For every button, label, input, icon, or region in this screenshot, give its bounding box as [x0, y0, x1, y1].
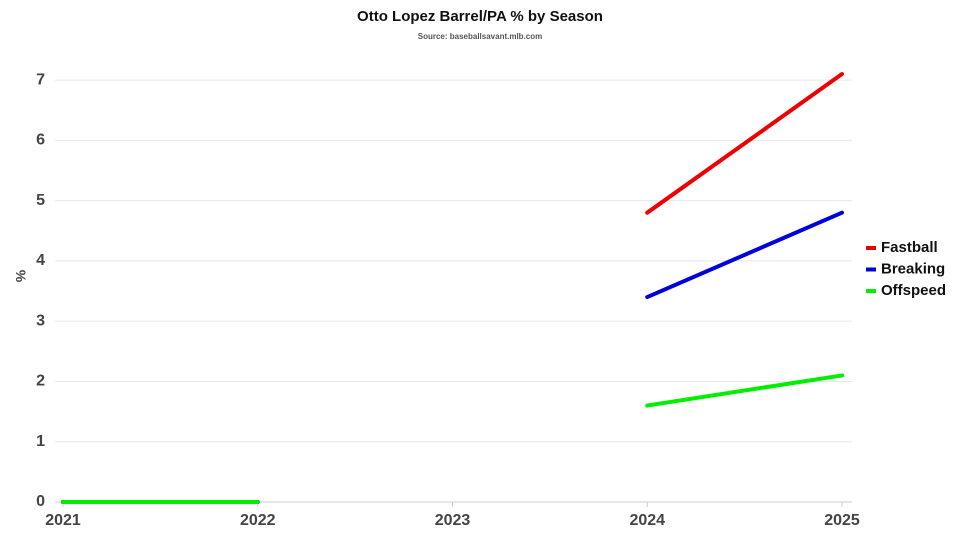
- chart-title: Otto Lopez Barrel/PA % by Season: [357, 8, 603, 25]
- y-tick-label: 5: [36, 192, 45, 209]
- x-tick-label: 2025: [824, 512, 860, 529]
- chart-subtitle: Source: baseballsavant.mlb.com: [418, 32, 543, 41]
- legend-label: Breaking: [881, 260, 945, 277]
- y-tick-label: 3: [36, 312, 45, 329]
- y-tick-label: 0: [36, 493, 45, 510]
- y-axis-label: %: [13, 269, 29, 282]
- series-line: [61, 373, 844, 504]
- series-line: [61, 210, 844, 504]
- y-tick-label: 6: [36, 132, 45, 149]
- x-tick-label: 2023: [435, 512, 471, 529]
- x-tick-label: 2021: [45, 512, 81, 529]
- legend-label: Offspeed: [881, 282, 946, 299]
- y-tick-label: 2: [36, 373, 45, 390]
- y-tick-label: 1: [36, 433, 45, 450]
- y-tick-label: 7: [36, 71, 45, 88]
- series-line: [61, 72, 844, 504]
- x-tick-label: 2024: [629, 512, 665, 529]
- legend-label: Fastball: [881, 239, 938, 256]
- y-tick-label: 4: [36, 252, 45, 269]
- x-tick-label: 2022: [240, 512, 276, 529]
